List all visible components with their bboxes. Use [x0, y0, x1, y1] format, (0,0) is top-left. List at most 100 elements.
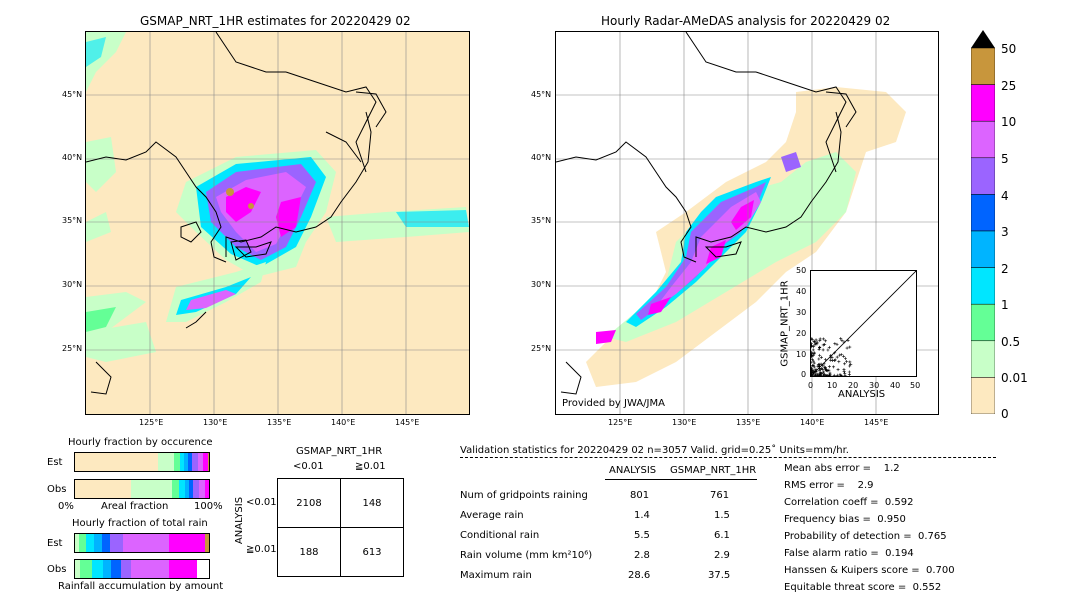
scatter-ylabel: GSMAP_NRT_1HR	[779, 280, 791, 367]
scatter-point	[809, 337, 813, 341]
colorbar-canvas	[970, 30, 996, 415]
scatter-point	[838, 353, 842, 357]
validation-row-a-3: 2.8	[634, 550, 650, 561]
total-footer: Rainfall accumulation by amount	[58, 581, 224, 592]
scatter-point	[818, 353, 822, 357]
contingency-table: 2108 148 188 613	[277, 478, 404, 577]
scatter-point	[814, 370, 818, 374]
scatter-point	[829, 355, 833, 359]
scatter-point	[847, 370, 851, 374]
validation-row-g-4: 37.5	[708, 570, 731, 581]
validation-col-underline	[605, 479, 757, 480]
scatter-xtick-50: 50	[910, 381, 921, 390]
validation-row-g-0: 761	[710, 490, 730, 501]
scatter-point	[833, 358, 837, 362]
scatter-point	[824, 368, 828, 372]
colorbar-swatch	[970, 47, 996, 85]
scatter-xtick-0: 0	[808, 381, 814, 390]
colorbar-label-50: 50	[1001, 42, 1017, 56]
left-coastline	[86, 32, 387, 395]
right-map-canvas	[556, 32, 938, 414]
validation-score-7: Equitable threat score = 0.552	[784, 582, 942, 593]
occurence-bar-est	[74, 452, 210, 472]
scatter-point	[842, 354, 846, 358]
right-lon-145: 145°E	[864, 418, 889, 427]
scatter-point	[818, 362, 822, 366]
colorbar-label-4: 4	[1001, 189, 1009, 203]
scatter-point	[823, 342, 827, 346]
total-title: Hourly fraction of total rain	[72, 518, 208, 529]
total-row-est: Est	[47, 538, 63, 549]
occurence-title: Hourly fraction by occurence	[68, 437, 213, 448]
validation-score-6: Hanssen & Kuipers score = 0.700	[784, 565, 955, 576]
left-lat-35: 35°N	[62, 216, 83, 225]
scatter-point	[810, 343, 814, 347]
colorbar-label-5: 5	[1001, 152, 1009, 166]
scatter-point	[819, 370, 823, 374]
scatter-point	[810, 350, 814, 354]
right-lon-130: 130°E	[672, 418, 697, 427]
scatter-point	[822, 365, 826, 369]
scatter-point	[817, 357, 821, 361]
validation-col-analysis: ANALYSIS	[609, 465, 657, 476]
scatter-point	[821, 337, 825, 341]
validation-row-g-3: 2.9	[714, 550, 730, 561]
contingency-row-1: ≧0.01	[246, 544, 277, 555]
scatter-point	[833, 351, 837, 355]
left-lon-145: 145°E	[395, 418, 420, 427]
scatter-point	[842, 370, 846, 374]
scatter-point	[821, 371, 825, 375]
colorbar-swatch	[970, 340, 996, 378]
validation-row-a-0: 801	[630, 490, 650, 501]
colorbar-label-3: 3	[1001, 225, 1009, 239]
scatter-point	[826, 369, 830, 373]
scatter-point	[819, 362, 823, 366]
total-bar-est	[74, 533, 210, 553]
scatter-point	[813, 340, 817, 344]
scatter-point	[814, 367, 818, 371]
scatter-point	[839, 337, 843, 341]
colorbar-swatch	[970, 267, 996, 305]
scatter-point	[822, 362, 826, 366]
scatter-point	[817, 369, 821, 373]
scatter-point	[811, 348, 815, 352]
left-lon-140: 140°E	[331, 418, 356, 427]
validation-divider	[460, 457, 996, 458]
scatter-point	[827, 345, 831, 349]
scatter-point	[826, 348, 830, 352]
left-rain-field	[86, 32, 469, 362]
scatter-point	[821, 348, 825, 352]
left-map-canvas	[86, 32, 469, 414]
scatter-ytick-40: 40	[796, 287, 807, 296]
colorbar-label-2: 2	[1001, 262, 1009, 276]
validation-score-4: Probability of detection = 0.765	[784, 531, 947, 542]
scatter-ytick-20: 20	[796, 329, 807, 338]
scatter-point	[828, 373, 832, 377]
scatter-point	[823, 366, 827, 370]
scatter-point	[818, 337, 822, 341]
right-lat-40: 40°N	[531, 153, 552, 162]
validation-row-a-1: 1.4	[634, 510, 650, 521]
validation-row-label-4: Maximum rain	[460, 570, 532, 581]
contingency-col-1: ≧0.01	[355, 461, 386, 472]
contingency-col-0: <0.01	[293, 461, 324, 472]
right-lon-140: 140°E	[800, 418, 825, 427]
scatter-point	[810, 355, 814, 359]
scatter-point	[849, 362, 853, 366]
scatter-point	[818, 339, 822, 343]
scatter-ytick-30: 30	[796, 308, 807, 317]
contingency-row-0: <0.01	[246, 497, 277, 508]
scatter-point	[835, 373, 839, 377]
left-lat-45: 45°N	[62, 90, 83, 99]
left-map-title: GSMAP_NRT_1HR estimates for 20220429 02	[140, 14, 411, 28]
validation-row-a-2: 5.5	[634, 530, 650, 541]
right-lat-30: 30°N	[531, 280, 552, 289]
colorbar-swatch	[970, 377, 996, 415]
validation-score-0: Mean abs error = 1.2	[784, 463, 900, 474]
scatter-xtick-10: 10	[827, 381, 838, 390]
scatter-point	[832, 365, 836, 369]
contingency-cell-11: 613	[340, 527, 404, 577]
validation-row-label-3: Rain volume (mm km²10⁶)	[460, 550, 593, 561]
scatter-point	[848, 345, 852, 349]
scatter-point	[827, 365, 831, 369]
